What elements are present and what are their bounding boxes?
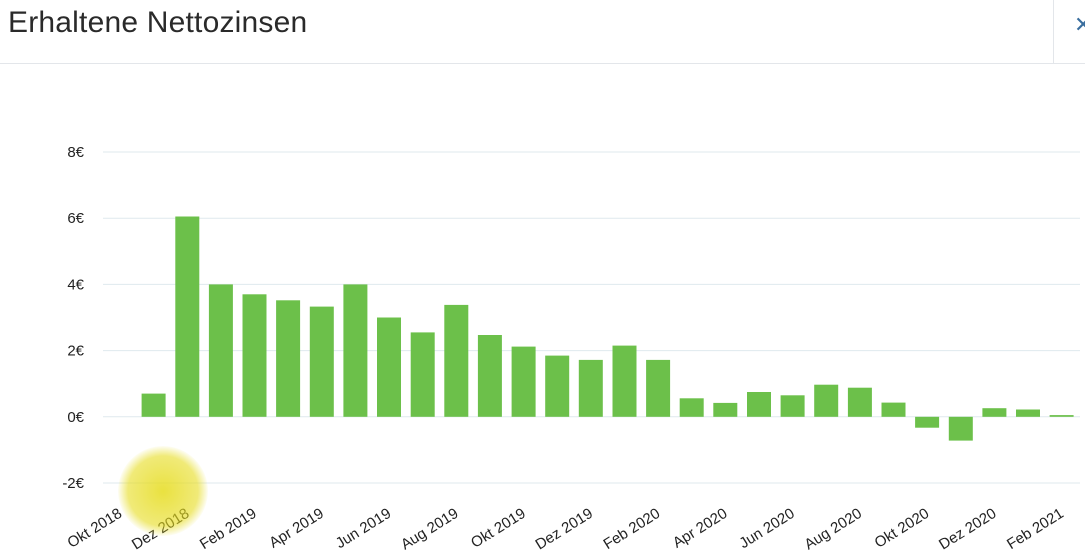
bar[interactable]	[780, 395, 805, 417]
bar[interactable]	[175, 216, 200, 417]
bar[interactable]	[982, 408, 1007, 417]
bar[interactable]	[410, 332, 435, 417]
bar[interactable]	[679, 398, 704, 417]
bar[interactable]	[713, 402, 738, 417]
bar[interactable]	[377, 317, 401, 417]
x-tick-label: Okt 2020	[872, 505, 933, 552]
bar[interactable]	[814, 384, 839, 417]
chart-title: Erhaltene Nettozinsen	[8, 6, 308, 39]
y-tick-label: 2€	[67, 343, 84, 360]
x-tick-label: Jun 2020	[736, 505, 797, 552]
x-tick-label: Feb 2020	[600, 505, 663, 553]
chart-header: Erhaltene Nettozinsen ✕	[0, 0, 1085, 64]
bar[interactable]	[343, 284, 368, 417]
y-tick-label: 4€	[67, 276, 84, 293]
x-tick-label: Feb 2021	[1004, 505, 1067, 553]
bar[interactable]	[545, 355, 570, 417]
close-icon[interactable]: ✕	[1074, 12, 1085, 37]
bar[interactable]	[948, 416, 973, 441]
bar[interactable]	[646, 359, 671, 417]
bar[interactable]	[444, 304, 469, 417]
bar[interactable]	[141, 393, 166, 417]
bar-chart: -2€0€2€4€6€8€Okt 2018 Dez 2018 Feb 2019 Apr…	[62, 144, 1080, 553]
x-tick-label: Okt 2018	[64, 505, 125, 552]
x-tick-label: Aug 2019	[398, 505, 461, 553]
bar[interactable]	[309, 306, 334, 417]
bar[interactable]	[612, 345, 637, 417]
x-tick-label: Dez 2018	[129, 505, 192, 553]
y-tick-label: -2€	[62, 475, 84, 492]
header-divider	[1053, 0, 1054, 63]
bar[interactable]	[477, 335, 502, 417]
y-tick-label: 8€	[67, 144, 84, 161]
bar[interactable]	[1016, 409, 1040, 417]
x-tick-label: Apr 2020	[670, 505, 731, 552]
bar[interactable]	[915, 416, 940, 428]
bar[interactable]	[578, 359, 603, 417]
bar[interactable]	[847, 387, 872, 417]
bar[interactable]	[511, 346, 536, 417]
bar[interactable]	[1049, 415, 1074, 417]
bar[interactable]	[276, 300, 301, 417]
x-tick-label: Okt 2019	[468, 505, 529, 552]
bar[interactable]	[242, 294, 267, 417]
x-tick-label: Aug 2020	[801, 505, 864, 553]
y-tick-label: 6€	[67, 210, 84, 227]
bar[interactable]	[747, 392, 771, 417]
bar[interactable]	[208, 284, 233, 417]
x-tick-label: Dez 2019	[532, 505, 595, 553]
bar[interactable]	[881, 402, 906, 417]
x-tick-label: Apr 2019	[266, 505, 327, 552]
x-tick-label: Dez 2020	[936, 505, 999, 553]
y-tick-label: 0€	[67, 409, 84, 426]
x-tick-label: Jun 2019	[333, 505, 394, 552]
x-tick-label: Feb 2019	[197, 505, 260, 553]
